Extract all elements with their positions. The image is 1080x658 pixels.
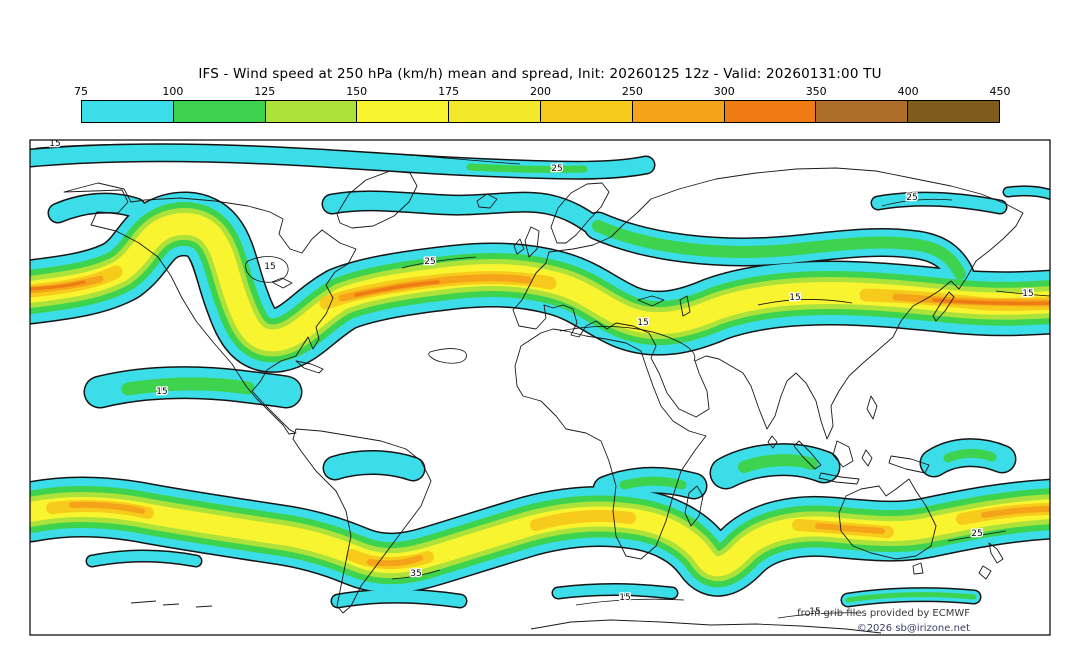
colorbar-tick: 450 bbox=[989, 85, 1011, 98]
contour-label: 15 bbox=[809, 607, 820, 617]
colorbar-tick: 175 bbox=[438, 85, 460, 98]
coastlines bbox=[63, 167, 1024, 634]
credits-copyright: ©2026 sb@irizone.net bbox=[856, 623, 970, 634]
colorbar-segment-400 bbox=[908, 101, 999, 122]
contour-labels: 15 25 25 15 25 15 15 15 15 35 25 15 15 bbox=[48, 139, 1035, 618]
colorbar-tick: 200 bbox=[530, 85, 551, 98]
colorbar-segment-250 bbox=[632, 101, 725, 122]
colorbar-segment-75 bbox=[82, 101, 174, 122]
colorbar-tick: 75 bbox=[74, 85, 88, 98]
contour-label: 25 bbox=[551, 164, 562, 174]
contour-label: 15 bbox=[156, 387, 167, 397]
colorbar-segment-150 bbox=[357, 101, 450, 122]
contour-label: 15 bbox=[49, 139, 60, 149]
contour-lines bbox=[35, 143, 1050, 619]
map-border bbox=[29, 139, 1051, 636]
colorbar-ticks: 75 100 125 150 175 200 250 300 350 400 450 bbox=[74, 85, 1011, 98]
contour-label: 25 bbox=[906, 193, 917, 203]
contour-label: 35 bbox=[410, 569, 421, 579]
colorbar-segment-125 bbox=[265, 101, 358, 122]
colorbar-segment-200 bbox=[540, 101, 633, 122]
colorbar-segment-350 bbox=[816, 101, 909, 122]
colorbar-tick: 250 bbox=[621, 85, 643, 98]
colorbar-segment-300 bbox=[724, 101, 817, 122]
wind-band-300 bbox=[30, 280, 1050, 306]
contour-label: 15 bbox=[789, 293, 800, 303]
colorbar-tick: 150 bbox=[346, 85, 368, 98]
colorbar: 75 100 125 150 175 200 250 300 350 400 450 bbox=[74, 85, 1011, 125]
colorbar-tick: 400 bbox=[897, 85, 919, 98]
colorbar-tick: 350 bbox=[805, 85, 827, 98]
contour-label: 15 bbox=[637, 318, 648, 328]
chart-title: IFS - Wind speed at 250 hPa (km/h) mean … bbox=[198, 66, 882, 82]
colorbar-segment-175 bbox=[449, 101, 541, 122]
colorbar-tick: 300 bbox=[713, 85, 735, 98]
credits-ecmwf: from grib files provided by ECMWF bbox=[797, 608, 970, 619]
contour-label: 25 bbox=[971, 529, 982, 539]
contour-label: 15 bbox=[1022, 289, 1033, 299]
contour-label: 15 bbox=[264, 262, 275, 272]
colorbar-tick: 100 bbox=[162, 85, 184, 98]
colorbar-scale bbox=[81, 100, 1000, 123]
colorbar-segment-100 bbox=[173, 101, 266, 122]
colorbar-tick: 125 bbox=[254, 85, 276, 98]
contour-label: 25 bbox=[424, 257, 435, 267]
contour-label: 15 bbox=[619, 593, 630, 603]
